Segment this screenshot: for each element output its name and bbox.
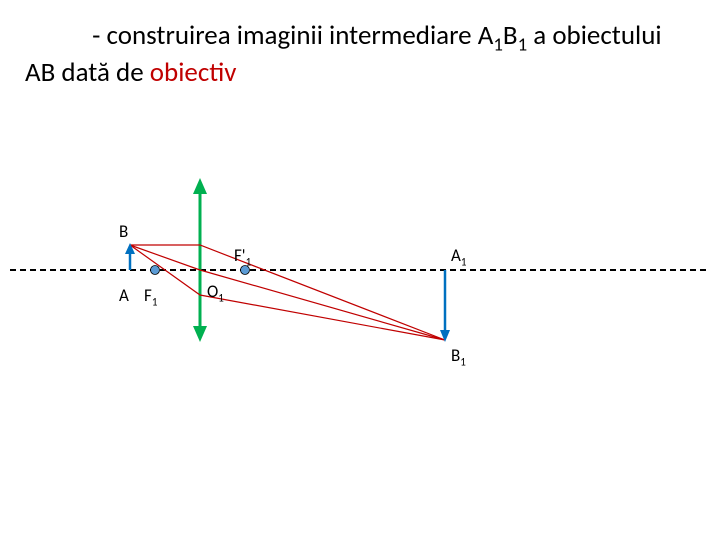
ray-bundle <box>130 245 445 340</box>
image-A1B1 <box>440 270 450 342</box>
label-B: B <box>119 221 128 242</box>
label-A1: A1 <box>451 245 466 268</box>
label-B1: B1 <box>451 345 466 368</box>
lens <box>193 178 207 342</box>
label-O1: O1 <box>207 281 224 304</box>
ray-1 <box>130 245 445 340</box>
ray-3 <box>130 245 445 340</box>
label-F1: F1 <box>144 285 157 308</box>
focus-F1-dot <box>151 266 160 275</box>
label-Fp1: F'1 <box>234 245 251 268</box>
optics-diagram <box>0 0 720 540</box>
label-A: A <box>119 285 129 306</box>
ray-2 <box>130 245 445 340</box>
